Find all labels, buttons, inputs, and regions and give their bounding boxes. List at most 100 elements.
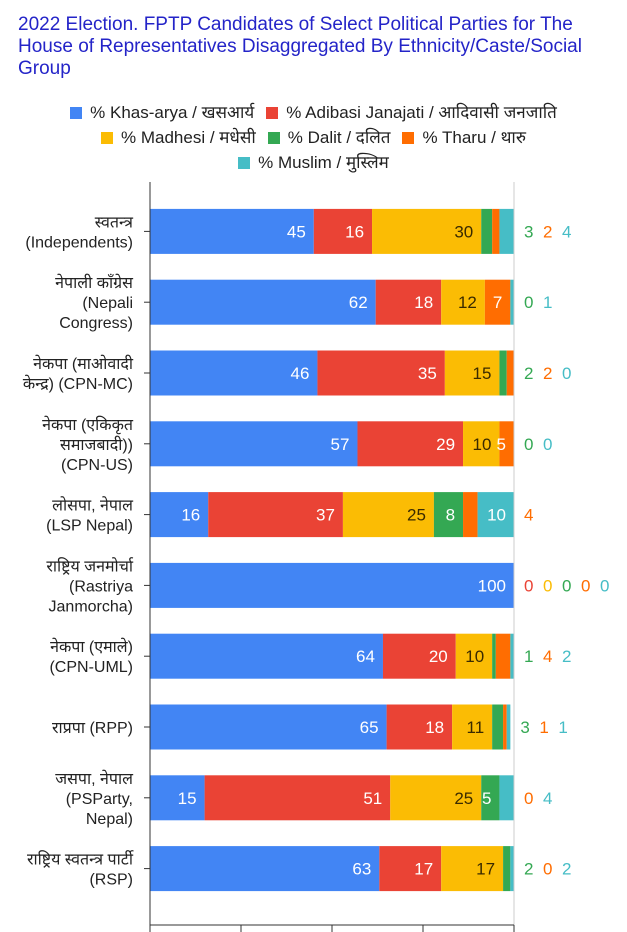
- data-label: 15: [473, 364, 492, 383]
- bar-segment: [150, 492, 209, 538]
- legend-swatch: [101, 132, 113, 144]
- legend-label: % Madhesi / मधेसी: [121, 128, 256, 147]
- data-label: 63: [352, 860, 371, 879]
- data-label: 15: [178, 789, 197, 808]
- data-label: 1: [558, 718, 567, 737]
- bar-segment: [317, 350, 445, 396]
- category-label: नेकपा (माओवादी: [33, 354, 134, 373]
- bar-segment: [492, 704, 504, 750]
- bar-segment: [150, 562, 514, 608]
- category-label: (RSP): [89, 872, 133, 889]
- bar-segment: [510, 846, 514, 892]
- legend-item[interactable]: % Tharu / थारु: [402, 125, 526, 150]
- category-label: लोसपा, नेपाल: [52, 496, 134, 515]
- data-label: 0: [524, 576, 533, 595]
- category-label: Congress): [59, 315, 133, 332]
- data-label: 0: [581, 576, 590, 595]
- category-label: राष्ट्रिय स्वतन्त्र पार्टी: [27, 850, 134, 869]
- bar-segment: [386, 704, 453, 750]
- category-label: राप्रपा (RPP): [52, 720, 133, 737]
- data-label: 20: [429, 647, 448, 666]
- data-label: 7: [493, 293, 502, 312]
- category-label: राष्ट्रिय जनमोर्चा: [46, 556, 134, 575]
- chart-title: 2022 Election. FPTP Candidates of Select…: [18, 14, 582, 79]
- bar-segment: [204, 775, 391, 821]
- data-label: 45: [287, 222, 306, 241]
- category-label: (Independents): [25, 234, 133, 251]
- data-label: 64: [356, 647, 375, 666]
- data-label: 11: [467, 718, 485, 737]
- data-label: 29: [436, 435, 455, 454]
- bar-segment: [444, 350, 500, 396]
- bar-segment: [433, 492, 464, 538]
- data-label: 2: [562, 647, 571, 666]
- legend-item[interactable]: % Adibasi Janajati / आदिवासी जनजाति: [266, 100, 557, 125]
- bar-segment: [150, 633, 383, 679]
- bar-segment: [441, 846, 504, 892]
- category-label: (CPN-US): [61, 457, 133, 474]
- data-label: 10: [465, 647, 484, 666]
- bar-segment: [492, 633, 496, 679]
- bar-segment: [313, 208, 373, 254]
- data-label: 1: [539, 718, 548, 737]
- bar-segment: [150, 704, 387, 750]
- bar-segment: [342, 492, 434, 538]
- bar-segment: [441, 279, 485, 325]
- legend-item[interactable]: % Madhesi / मधेसी: [101, 125, 256, 150]
- data-label: 46: [291, 364, 310, 383]
- bar-segment: [506, 350, 514, 396]
- data-label: 4: [524, 506, 533, 525]
- legend-item[interactable]: % Dalit / दलित: [267, 125, 391, 150]
- legend-label: % Dalit / दलित: [287, 128, 391, 147]
- data-label: 1: [524, 647, 533, 666]
- data-label: 100: [478, 576, 506, 595]
- data-label: 3: [524, 222, 533, 241]
- data-label: 4: [562, 222, 571, 241]
- legend-label: % Adibasi Janajati / आदिवासी जनजाति: [286, 103, 557, 122]
- data-label: 65: [360, 718, 379, 737]
- data-label: 2: [543, 222, 552, 241]
- bar-segment: [499, 775, 514, 821]
- data-label: 0: [524, 789, 533, 808]
- legend-item[interactable]: % Khas-arya / खसआर्य: [70, 100, 254, 125]
- bar-segment: [495, 633, 511, 679]
- bar-segment: [477, 492, 514, 538]
- category-label: Janmorcha): [49, 598, 133, 615]
- data-label: 1: [543, 293, 552, 312]
- data-label: 2: [524, 364, 533, 383]
- data-label: 62: [349, 293, 368, 312]
- legend-swatch: [238, 157, 251, 169]
- legend-label: % Muslim / मुस्लिम: [258, 153, 389, 172]
- category-label: केन्द्र) (CPN-MC): [23, 374, 133, 393]
- data-label: 17: [414, 860, 433, 879]
- legend-swatch: [402, 132, 415, 144]
- data-label: 16: [345, 222, 364, 241]
- bar-segment: [463, 421, 500, 467]
- bar-segment: [510, 279, 514, 325]
- data-label: 0: [600, 576, 609, 595]
- bar-segment: [499, 208, 514, 254]
- data-label: 2: [543, 364, 552, 383]
- category-label: Nepal): [86, 811, 133, 828]
- legend-label: % Khas-arya / खसआर्य: [90, 103, 255, 122]
- data-label: 51: [363, 789, 382, 808]
- data-label: 0: [562, 576, 571, 595]
- data-label: 4: [543, 647, 552, 666]
- bar-segment: [455, 633, 493, 679]
- category-label: (PSParty,: [66, 791, 133, 808]
- legend-item[interactable]: % Muslim / मुस्लिम: [238, 150, 389, 175]
- bar-segment: [150, 279, 376, 325]
- bar-segment: [382, 633, 456, 679]
- bar-segment: [481, 208, 493, 254]
- bar-segment: [372, 208, 482, 254]
- bar-segment: [150, 775, 205, 821]
- data-label: 0: [543, 860, 552, 879]
- data-label: 57: [331, 435, 350, 454]
- bar-segment: [481, 775, 500, 821]
- bar-segment: [503, 846, 511, 892]
- data-label: 10: [487, 506, 506, 525]
- bar-segment: [510, 633, 514, 679]
- bar-segment: [390, 775, 482, 821]
- bar-segment: [506, 704, 511, 750]
